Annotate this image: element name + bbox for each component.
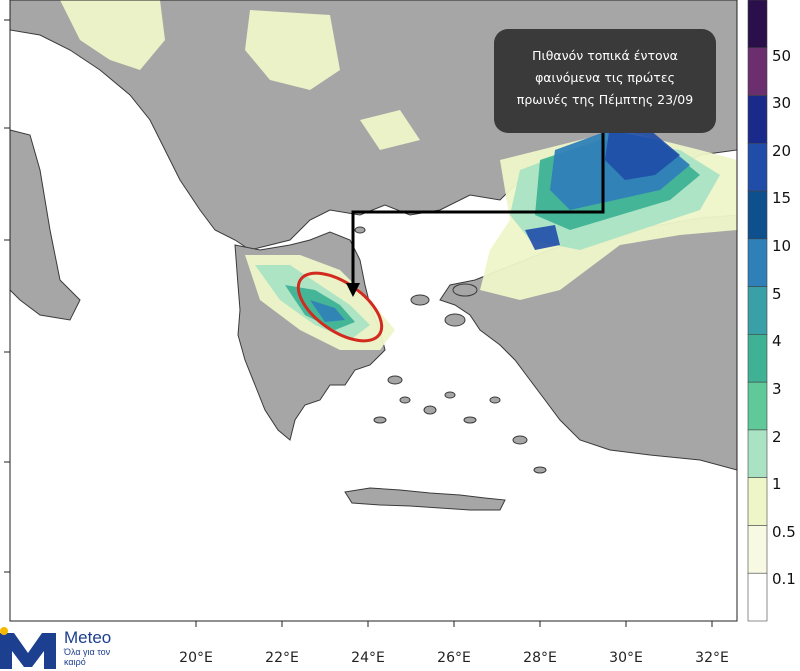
pointer-arrowhead — [346, 283, 360, 297]
annotation-line: πρωινές της Πέμπτης 23/09 — [516, 92, 694, 107]
legend-swatch — [747, 525, 768, 574]
x-tick-label: 24°E — [351, 650, 385, 666]
map-frame — [9, 0, 738, 622]
annotation-pointer — [351, 133, 605, 290]
annotation-line: φαινόμενα τις πρώτες — [535, 70, 675, 85]
legend-label: 2 — [772, 428, 782, 446]
legend-label: 30 — [772, 94, 792, 112]
legend-swatch — [747, 0, 768, 49]
italy-land — [9, 129, 81, 321]
legend-swatch — [747, 286, 768, 335]
legend-label: 15 — [772, 189, 792, 207]
precipitation-color-scale — [747, 0, 768, 622]
logo-brand: Meteo — [64, 628, 112, 647]
x-tick-label: 26°E — [437, 650, 471, 666]
x-axis: 20°E 22°E 24°E 26°E 28°E 30°E 32°E — [179, 621, 729, 666]
legend-label: 0.1 — [772, 570, 796, 588]
crete-land — [344, 487, 506, 511]
legend-swatch — [747, 238, 768, 287]
legend-label: 3 — [772, 380, 782, 398]
legend-label: 50 — [772, 47, 792, 65]
meteo-m-logo-icon — [0, 627, 56, 669]
forecast-annotation: Πιθανόν τοπικά έντονα φαινόμενα τις πρώτ… — [494, 29, 716, 133]
precipitation-overlay — [60, 0, 737, 350]
legend-swatch — [747, 47, 768, 96]
y-axis-ticks — [4, 19, 10, 573]
x-tick-label: 28°E — [523, 650, 557, 666]
legend-label: 5 — [772, 285, 782, 303]
legend-swatch — [747, 334, 768, 383]
legend-label: 20 — [772, 142, 792, 160]
legend-swatch — [747, 381, 768, 431]
legend-swatch — [747, 143, 768, 192]
legend-swatch — [747, 572, 768, 622]
x-tick-label: 20°E — [179, 650, 213, 666]
legend-label: 1 — [772, 475, 782, 493]
legend-swatch — [747, 190, 768, 240]
x-tick-label: 30°E — [609, 650, 643, 666]
x-tick-label: 32°E — [695, 650, 729, 666]
legend-swatch — [747, 95, 768, 144]
legend-label: 4 — [772, 332, 782, 350]
legend-label: 10 — [772, 237, 792, 255]
legend-label: 0.5 — [772, 523, 796, 541]
legend-swatch — [747, 429, 768, 478]
logo-tagline: Όλα για τον καιρό — [64, 647, 111, 667]
annotation-line: Πιθανόν τοπικά έντονα — [532, 48, 678, 63]
aegean-islands — [354, 226, 547, 474]
x-tick-label: 22°E — [265, 650, 299, 666]
legend-swatch — [747, 477, 768, 526]
